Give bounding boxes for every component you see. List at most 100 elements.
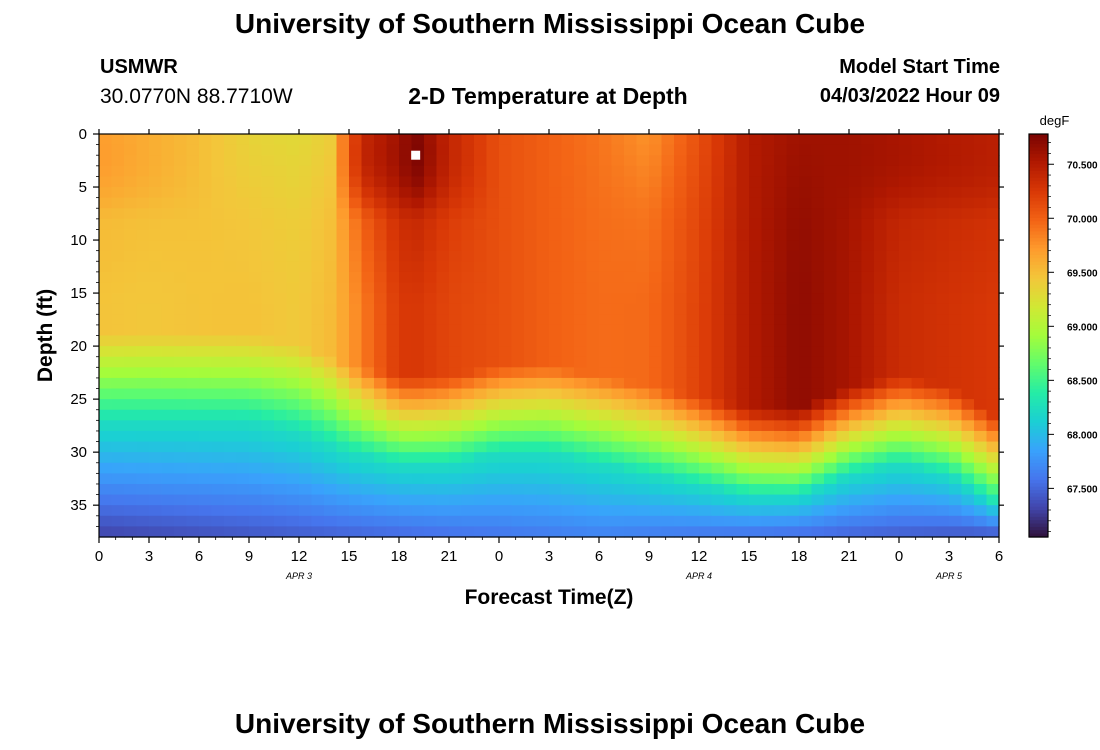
- heatmap-cell: [299, 314, 313, 326]
- heatmap-cell: [599, 356, 613, 368]
- heatmap-cell: [499, 515, 513, 527]
- heatmap-cell: [661, 335, 675, 347]
- heatmap-cell: [974, 229, 988, 241]
- heatmap-cell: [136, 399, 150, 411]
- heatmap-cell: [974, 176, 988, 188]
- heatmap-cell: [324, 144, 338, 156]
- heatmap-cell: [911, 452, 925, 464]
- heatmap-cell: [486, 155, 500, 167]
- heatmap-cell: [111, 261, 125, 273]
- heatmap-cell: [124, 335, 138, 347]
- heatmap-cell: [311, 176, 325, 188]
- heatmap-cell: [936, 483, 950, 496]
- heatmap-cell: [336, 473, 350, 485]
- heatmap-cell: [936, 356, 950, 368]
- heatmap-cell: [949, 335, 963, 347]
- heatmap-cell: [336, 229, 350, 241]
- heatmap-cell: [224, 134, 238, 146]
- heatmap-cell: [424, 176, 438, 188]
- heatmap-cell: [161, 399, 175, 411]
- heatmap-cell: [874, 324, 888, 337]
- heatmap-cell: [561, 271, 575, 284]
- heatmap-cell: [424, 377, 438, 390]
- heatmap-cell: [774, 377, 788, 390]
- heatmap-cell: [349, 346, 363, 358]
- heatmap-cell: [461, 346, 475, 358]
- heatmap-cell: [311, 430, 325, 443]
- heatmap-cell: [186, 367, 200, 379]
- heatmap-cell: [99, 420, 113, 432]
- heatmap-cell: [661, 388, 675, 400]
- heatmap-cell: [249, 144, 263, 156]
- heatmap-cell: [874, 494, 888, 506]
- heatmap-cell: [986, 441, 1000, 453]
- heatmap-cell: [574, 261, 588, 273]
- heatmap-cell: [561, 134, 575, 146]
- heatmap-cell: [599, 494, 613, 506]
- heatmap-cell: [474, 155, 488, 167]
- heatmap-cell: [961, 483, 975, 496]
- heatmap-cell: [186, 462, 200, 474]
- heatmap-cell: [236, 473, 250, 485]
- heatmap-cell: [586, 335, 600, 347]
- heatmap-cell: [874, 441, 888, 453]
- colorbar-swatch: [1029, 174, 1048, 179]
- heatmap-cell: [349, 218, 363, 231]
- heatmap-cell: [274, 515, 288, 527]
- heatmap-cell: [499, 187, 513, 199]
- heatmap-cell: [761, 441, 775, 453]
- heatmap-cell: [949, 293, 963, 305]
- heatmap-cell: [886, 483, 900, 496]
- heatmap-cell: [499, 324, 513, 337]
- heatmap-cell: [336, 505, 350, 517]
- heatmap-cell: [886, 240, 900, 252]
- heatmap-cell: [336, 420, 350, 432]
- heatmap-cell: [236, 399, 250, 411]
- heatmap-cell: [599, 303, 613, 315]
- heatmap-cell: [574, 324, 588, 337]
- heatmap-cell: [636, 271, 650, 284]
- heatmap-cell: [711, 473, 725, 485]
- heatmap-cell: [861, 134, 875, 146]
- heatmap-cell: [761, 261, 775, 273]
- heatmap-cell: [261, 462, 275, 474]
- heatmap-cell: [561, 314, 575, 326]
- heatmap-cell: [811, 483, 825, 496]
- heatmap-cell: [986, 494, 1000, 506]
- heatmap-cell: [774, 293, 788, 305]
- heatmap-cell: [586, 377, 600, 390]
- heatmap-cell: [936, 197, 950, 209]
- heatmap-cell: [361, 229, 375, 241]
- heatmap-cell: [161, 197, 175, 209]
- heatmap-cell: [124, 229, 138, 241]
- heatmap-cell: [711, 240, 725, 252]
- heatmap-cell: [499, 356, 513, 368]
- heatmap-cell: [586, 441, 600, 453]
- heatmap-cell: [149, 240, 163, 252]
- heatmap-cell: [824, 187, 838, 199]
- heatmap-cell: [561, 197, 575, 209]
- heatmap-cell: [924, 293, 938, 305]
- heatmap-cell: [124, 409, 138, 421]
- heatmap-cell: [374, 494, 388, 506]
- colorbar-swatch: [1029, 281, 1048, 286]
- heatmap-cell: [599, 282, 613, 294]
- heatmap-cell: [236, 324, 250, 337]
- colorbar-swatch: [1029, 288, 1048, 293]
- heatmap-cell: [536, 144, 550, 156]
- heatmap-cell: [474, 367, 488, 379]
- heatmap-cell: [836, 346, 850, 358]
- heatmap-cell: [224, 399, 238, 411]
- heatmap-cell: [874, 250, 888, 262]
- colorbar-tick-label: 70.500: [1067, 160, 1098, 171]
- heatmap-cell: [586, 229, 600, 241]
- heatmap-cell: [386, 335, 400, 347]
- heatmap-cell: [224, 420, 238, 432]
- heatmap-cell: [649, 494, 663, 506]
- heatmap-cell: [724, 144, 738, 156]
- heatmap-cell: [199, 240, 213, 252]
- heatmap-cell: [661, 377, 675, 390]
- heatmap-cell: [799, 229, 813, 241]
- heatmap-cell: [449, 526, 463, 538]
- heatmap-cell: [424, 505, 438, 517]
